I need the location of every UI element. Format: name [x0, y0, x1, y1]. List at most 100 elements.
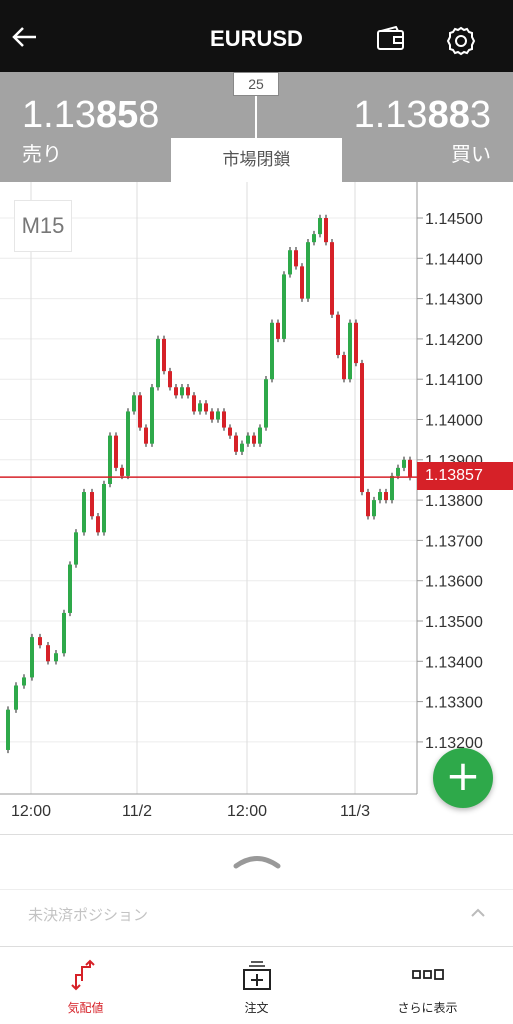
price-chart[interactable]: 1.14500 1.14400 1.14300 1.14200 1.14100 1.140…: [0, 182, 513, 832]
order-icon: [243, 961, 271, 990]
candle-body: [300, 266, 304, 299]
candle-body: [276, 322, 280, 339]
candle-body: [384, 492, 388, 501]
candle-body: [192, 395, 196, 412]
y-tick-label: 1.14200: [425, 332, 483, 349]
candle-body: [240, 443, 244, 452]
open-positions-label: 未決済ポジション: [28, 906, 149, 924]
candle-body: [114, 435, 118, 468]
sell-price[interactable]: 1.13858: [22, 94, 160, 136]
candle-body: [354, 322, 358, 364]
quotes-icon: [71, 959, 95, 991]
y-tick-label: 1.13700: [425, 533, 483, 550]
candle-body: [74, 532, 78, 565]
candle-body: [360, 363, 364, 493]
candle-body: [270, 322, 274, 380]
tab-quotes[interactable]: 気配値: [0, 947, 171, 1024]
candle-body: [120, 467, 124, 476]
app-header: EURUSD: [0, 0, 513, 72]
candle-body: [246, 435, 250, 444]
back-arrow-icon[interactable]: [8, 20, 42, 54]
buy-label[interactable]: 買い: [451, 142, 491, 166]
new-order-fab[interactable]: +: [433, 748, 493, 808]
open-positions-bar[interactable]: 未決済ポジション: [0, 889, 513, 941]
candle-body: [174, 387, 178, 396]
candle-body: [6, 709, 10, 750]
candle-body: [204, 403, 208, 412]
chevron-up-icon[interactable]: [232, 853, 282, 869]
candle-body: [264, 379, 268, 428]
candle-body: [222, 411, 226, 428]
candle-body: [138, 395, 142, 428]
candle-body: [282, 274, 286, 339]
spread-badge: 25: [233, 72, 279, 96]
candle-body: [234, 435, 238, 452]
gear-icon[interactable]: [446, 26, 476, 56]
candle-body: [126, 411, 130, 476]
x-tick-label: 12:00: [11, 803, 51, 820]
candle-body: [396, 467, 400, 476]
candle-body: [82, 492, 86, 533]
candle-body: [162, 338, 166, 372]
candle-body: [378, 492, 382, 501]
x-tick-label: 12:00: [227, 803, 267, 820]
candlestick-chart[interactable]: 1.14500 1.14400 1.14300 1.14200 1.14100 1.140…: [0, 182, 513, 832]
candle-body: [14, 685, 18, 710]
timeframe-button[interactable]: M15: [14, 200, 72, 252]
candle-body: [38, 637, 42, 646]
candle-body: [132, 395, 136, 412]
chevron-up-icon[interactable]: [470, 908, 486, 918]
candle-body: [30, 637, 34, 678]
buy-price[interactable]: 1.13883: [353, 94, 491, 136]
tab-more-label: さらに表示: [397, 1001, 458, 1015]
candle-body: [62, 612, 66, 654]
candle-body: [312, 234, 316, 243]
candle-body: [390, 475, 394, 501]
candle-body: [294, 250, 298, 267]
more-icon: [412, 969, 444, 980]
sell-label[interactable]: 売り: [22, 142, 62, 166]
candle-body: [348, 322, 352, 380]
candle-body: [402, 459, 406, 468]
tab-more[interactable]: さらに表示: [342, 947, 513, 1024]
candle-body: [408, 459, 412, 478]
candle-body: [144, 427, 148, 444]
candle-body: [102, 483, 106, 533]
candle-body: [108, 435, 112, 484]
tab-quotes-label: 気配値: [67, 1001, 104, 1015]
candle-body: [168, 371, 172, 388]
candle-body: [46, 645, 50, 662]
candle-body: [186, 387, 190, 396]
panel-toggle[interactable]: [0, 834, 513, 888]
spread-connector: [255, 96, 257, 138]
current-price-tag: 1.13857: [417, 462, 513, 490]
candle-body: [252, 435, 256, 444]
candle-body: [228, 427, 232, 436]
y-tick-label: 1.14500: [425, 211, 483, 228]
candle-body: [330, 242, 334, 315]
candle-body: [156, 338, 160, 388]
y-tick-label: 1.14300: [425, 292, 483, 309]
candle-body: [318, 218, 322, 235]
candle-body: [258, 427, 262, 444]
y-tick-label: 1.14000: [425, 413, 483, 430]
y-tick-label: 1.13500: [425, 614, 483, 631]
candle-body: [180, 387, 184, 396]
wallet-icon[interactable]: [376, 26, 406, 52]
x-tick-label: 11/2: [122, 803, 152, 820]
tab-order[interactable]: 注文: [171, 947, 342, 1024]
candle-body: [288, 250, 292, 275]
candle-body: [366, 492, 370, 517]
candle-body: [216, 411, 220, 420]
y-tick-label: 1.14400: [425, 251, 483, 268]
y-tick-label: 1.13300: [425, 695, 483, 712]
candle-body: [198, 403, 202, 412]
quote-panel: 1.13858 売り 1.13883 買い 25 市場閉鎖: [0, 72, 513, 182]
candle-body: [324, 218, 328, 243]
candle-body: [372, 500, 376, 517]
candle-body: [342, 355, 346, 380]
y-tick-label: 1.13400: [425, 654, 483, 671]
x-tick-label: 11/3: [340, 803, 370, 820]
candle-body: [336, 314, 340, 356]
candle-body: [306, 242, 310, 299]
